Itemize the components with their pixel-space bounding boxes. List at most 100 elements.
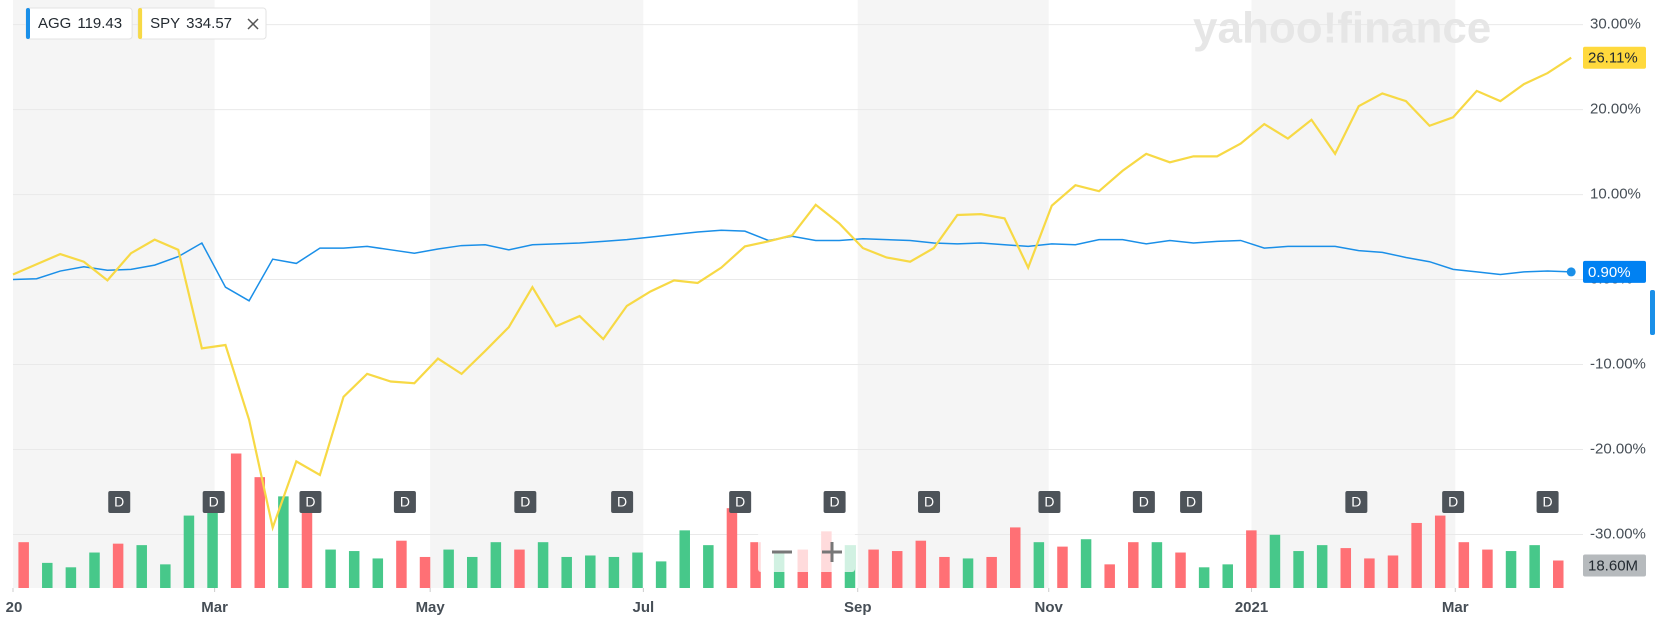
volume-bar [42, 562, 53, 588]
watermark: yahoo!finance [1193, 4, 1491, 53]
dividend-badge[interactable] [393, 491, 416, 513]
volume-bar [679, 530, 690, 588]
volume-bar [65, 567, 77, 588]
y-tick-label: -20.00% [1590, 440, 1646, 457]
volume-bar [561, 556, 572, 588]
x-tick-label: Nov [1035, 599, 1064, 616]
volume-bar [301, 506, 313, 588]
volume-bar [750, 542, 761, 588]
volume-bar [1364, 558, 1375, 588]
volume-bar [89, 552, 100, 588]
volume-bar [183, 515, 195, 588]
dividend-badge[interactable] [918, 491, 941, 513]
y-tick-label: 10.00% [1590, 186, 1641, 203]
volume-bar [1505, 551, 1517, 588]
volume-bar [939, 556, 950, 588]
dividend-label: D [830, 494, 840, 510]
volume-bar [962, 558, 974, 588]
dividend-badge[interactable] [1132, 491, 1155, 513]
volume-bar [1198, 567, 1210, 588]
month-band [857, 0, 1049, 588]
month-band [13, 0, 215, 588]
x-tick-label: Sep [844, 599, 872, 616]
volume-bar [891, 551, 903, 588]
dividend-badge[interactable] [823, 491, 846, 513]
volume-bar [703, 545, 714, 588]
end-tag-bg [1583, 46, 1646, 69]
volume-bar [1434, 515, 1446, 588]
dividend-label: D [1186, 494, 1196, 510]
dividend-label: D [1139, 494, 1149, 510]
legend-item[interactable]: SPY 334.57 [137, 7, 267, 40]
dividend-badge[interactable] [729, 491, 752, 513]
volume-bar [136, 545, 147, 588]
side-tab[interactable] [1650, 290, 1655, 335]
legend-price: 119.43 [77, 15, 122, 32]
end-dot [1566, 267, 1576, 277]
legend-swatch [26, 8, 30, 39]
volume-bar [1080, 539, 1092, 588]
x-tick-label: 2021 [1235, 599, 1268, 616]
volume-bar [655, 561, 667, 588]
volume-bar [419, 556, 431, 588]
volume-bar [278, 496, 289, 588]
dividend-label: D [520, 494, 530, 510]
zoom-controls [758, 532, 855, 572]
legend-item[interactable]: AGG 119.43 [25, 7, 133, 40]
dividend-label: D [617, 494, 627, 510]
dividend-badge[interactable] [611, 491, 634, 513]
x-tick-label: Mar [1442, 599, 1469, 616]
dividend-badge[interactable] [299, 491, 322, 513]
dividend-badge[interactable] [1345, 491, 1368, 513]
volume-bar [1553, 560, 1564, 588]
volume-bar [372, 558, 384, 588]
zoom-in-button[interactable] [812, 536, 852, 568]
volume-bar [632, 552, 643, 588]
volume-bar [1458, 542, 1470, 588]
dividend-badge[interactable] [514, 491, 537, 513]
dividend-label: D [735, 494, 745, 510]
volume-bar [207, 511, 218, 588]
y-tick-label: -10.00% [1590, 355, 1646, 372]
volume-bar [1340, 548, 1352, 588]
dividend-badge[interactable] [1038, 491, 1061, 513]
volume-bar [396, 540, 407, 588]
volume-bar [325, 549, 336, 588]
volume-bar [18, 542, 29, 588]
dividend-label: D [1044, 494, 1054, 510]
legend-close[interactable] [247, 18, 259, 30]
y-tick-label: 20.00% [1590, 101, 1641, 118]
dividend-badge[interactable] [1442, 491, 1465, 513]
dividend-label: D [400, 494, 410, 510]
volume-bar [1175, 552, 1186, 588]
dividend-label: D [305, 494, 315, 510]
x-tick-label: Mar [201, 599, 228, 616]
dividend-label: D [1543, 494, 1553, 510]
volume-bar [1151, 542, 1163, 588]
dividend-badge[interactable] [1180, 491, 1203, 513]
dividend-label: D [1448, 494, 1458, 510]
legend-name: AGG [38, 15, 71, 32]
dividend-label: D [1351, 494, 1361, 510]
x-tick-label: May [416, 599, 446, 616]
volume-bar [160, 564, 171, 588]
volume-bar [490, 542, 502, 588]
volume-bar [443, 549, 454, 588]
volume-bar [1010, 527, 1021, 588]
volume-bar [466, 556, 478, 588]
volume-tag: 18.60M [1588, 557, 1638, 574]
volume-bar [1246, 530, 1257, 588]
x-tick-label: 20 [6, 599, 23, 616]
volume-bar [537, 542, 549, 588]
dividend-label: D [114, 494, 124, 510]
volume-tag-bg [1583, 554, 1646, 577]
dividend-badge[interactable] [202, 491, 225, 513]
volume-bar [1482, 549, 1493, 588]
volume-bar [1269, 534, 1281, 588]
volume-bar [1057, 546, 1068, 588]
dividend-badge[interactable] [108, 491, 131, 513]
zoom-out-button[interactable] [762, 536, 802, 568]
volume-bar [514, 549, 525, 588]
dividend-badge[interactable] [1536, 491, 1559, 513]
